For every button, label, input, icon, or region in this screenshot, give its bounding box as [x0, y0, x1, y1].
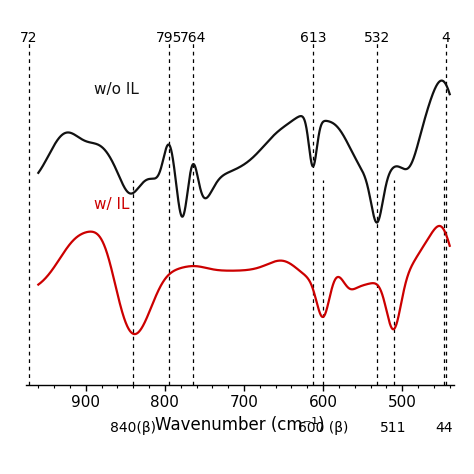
Text: 44: 44: [436, 421, 453, 435]
Text: w/o IL: w/o IL: [94, 82, 138, 98]
Text: 795: 795: [155, 31, 182, 46]
Text: 764: 764: [180, 31, 207, 46]
Text: 4: 4: [441, 31, 450, 46]
Text: 840(β): 840(β): [110, 421, 156, 435]
Text: 511: 511: [380, 421, 407, 435]
X-axis label: Wavenumber (cm⁻¹): Wavenumber (cm⁻¹): [155, 416, 325, 434]
Text: 72: 72: [20, 31, 37, 46]
Text: 600 (β): 600 (β): [298, 421, 348, 435]
Text: 613: 613: [300, 31, 326, 46]
Text: w/ IL: w/ IL: [94, 197, 129, 212]
Text: 532: 532: [364, 31, 390, 46]
